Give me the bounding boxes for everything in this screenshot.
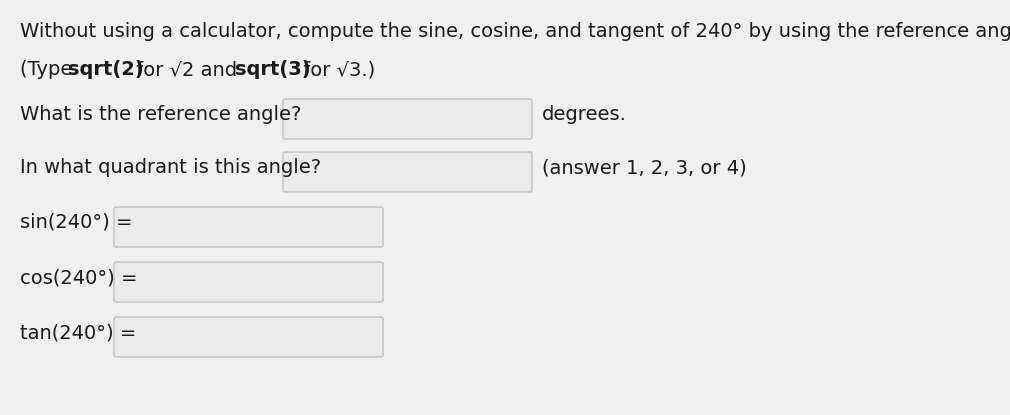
- Text: Without using a calculator, compute the sine, cosine, and tangent of 240° by usi: Without using a calculator, compute the …: [20, 22, 1010, 41]
- Text: In what quadrant is this angle?: In what quadrant is this angle?: [20, 158, 321, 177]
- Text: tan(240°) =: tan(240°) =: [20, 323, 136, 342]
- Text: What is the reference angle?: What is the reference angle?: [20, 105, 301, 124]
- Text: (answer 1, 2, 3, or 4): (answer 1, 2, 3, or 4): [542, 158, 746, 177]
- Text: for √2 and: for √2 and: [130, 60, 243, 79]
- FancyBboxPatch shape: [114, 262, 383, 302]
- Text: for √3.): for √3.): [297, 60, 376, 79]
- Text: degrees.: degrees.: [542, 105, 627, 124]
- FancyBboxPatch shape: [114, 317, 383, 357]
- Text: sin(240°) =: sin(240°) =: [20, 213, 132, 232]
- Text: sqrt(3): sqrt(3): [235, 60, 311, 79]
- FancyBboxPatch shape: [283, 152, 532, 192]
- Text: sqrt(2): sqrt(2): [68, 60, 143, 79]
- Text: cos(240°) =: cos(240°) =: [20, 268, 137, 287]
- FancyBboxPatch shape: [114, 207, 383, 247]
- Text: (Type: (Type: [20, 60, 79, 79]
- FancyBboxPatch shape: [283, 99, 532, 139]
